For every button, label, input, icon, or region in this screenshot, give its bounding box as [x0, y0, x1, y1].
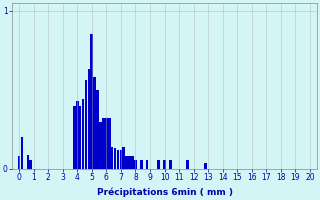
- Bar: [73, 106, 76, 169]
- Bar: [18, 156, 20, 169]
- Bar: [128, 156, 131, 169]
- Bar: [146, 160, 148, 169]
- Bar: [29, 160, 32, 169]
- Bar: [108, 118, 111, 169]
- Bar: [82, 99, 84, 169]
- Bar: [27, 155, 29, 169]
- Bar: [163, 160, 166, 169]
- Bar: [102, 118, 105, 169]
- Bar: [169, 160, 172, 169]
- Bar: [117, 150, 119, 169]
- Bar: [134, 160, 137, 169]
- Bar: [88, 69, 90, 169]
- Bar: [79, 106, 82, 169]
- Bar: [114, 148, 116, 169]
- Bar: [91, 34, 93, 169]
- Bar: [105, 118, 108, 169]
- Bar: [157, 160, 160, 169]
- Bar: [204, 163, 206, 169]
- Bar: [140, 160, 143, 169]
- Bar: [120, 150, 122, 169]
- Bar: [96, 90, 99, 169]
- Bar: [125, 156, 128, 169]
- X-axis label: Précipitations 6min ( mm ): Précipitations 6min ( mm ): [97, 188, 233, 197]
- Bar: [76, 101, 79, 169]
- Bar: [85, 80, 87, 169]
- Bar: [99, 122, 102, 169]
- Bar: [131, 156, 134, 169]
- Bar: [93, 77, 96, 169]
- Bar: [21, 137, 23, 169]
- Bar: [111, 147, 114, 169]
- Bar: [123, 147, 125, 169]
- Bar: [187, 160, 189, 169]
